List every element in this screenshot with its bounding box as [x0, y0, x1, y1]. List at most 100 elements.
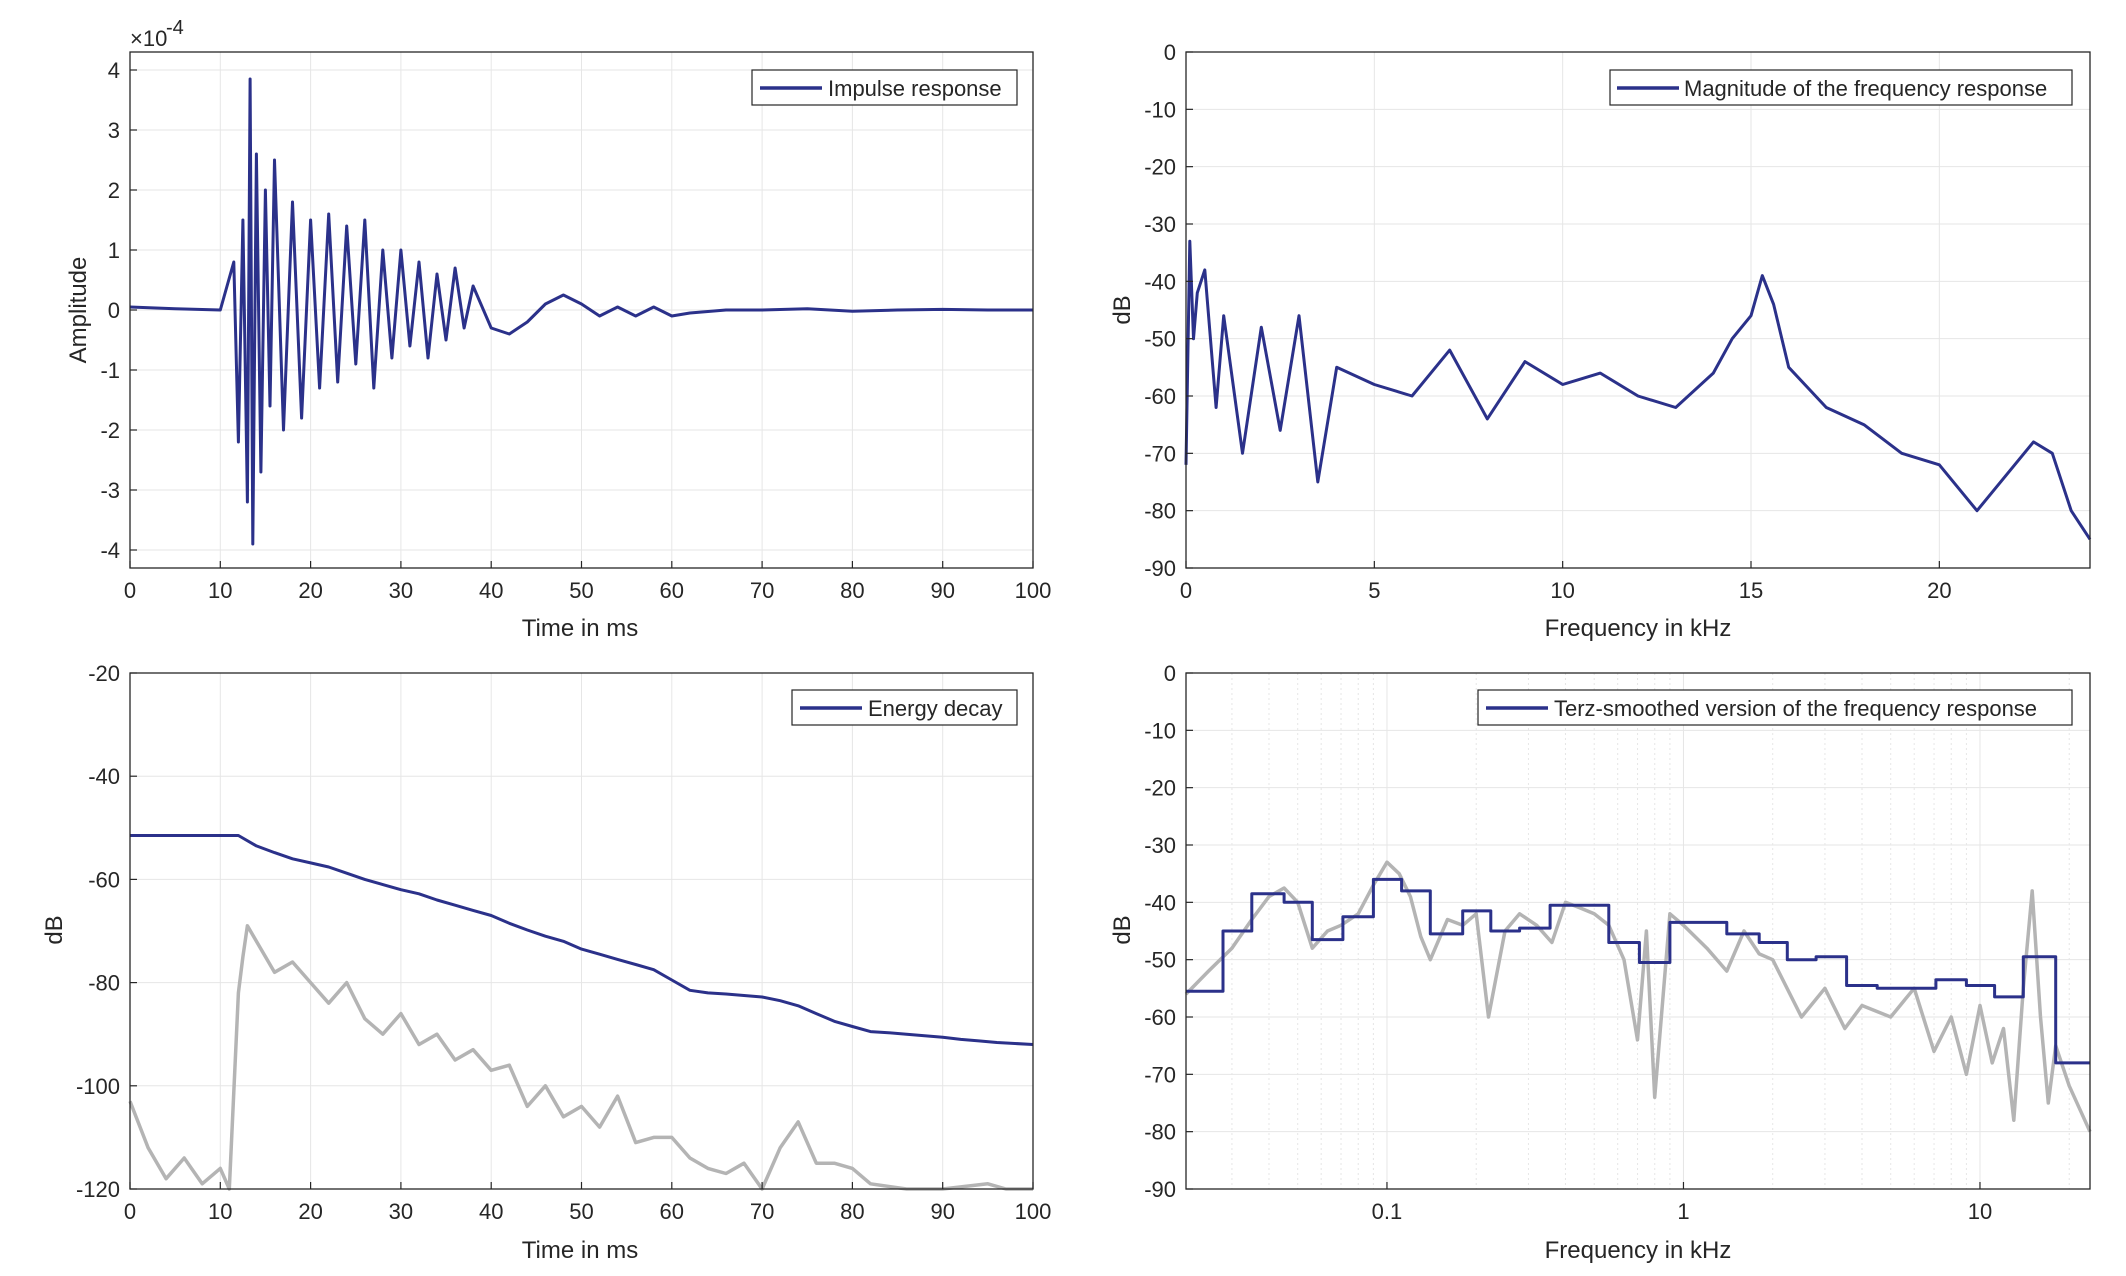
impulse-response-panel: 0 10 20 30 40 50 60 70 80 90 100 -4 -3 -2 -1 0 1 2 3 4 Time…	[65, 17, 1051, 642]
energy-y-tick-label: -100	[76, 1074, 120, 1099]
impulse-xlabel: Time in ms	[522, 615, 638, 642]
energy-xlabel: Time in ms	[522, 1237, 638, 1264]
impulse-x-tick-label: 50	[569, 578, 593, 603]
impulse-x-tick-label: 20	[298, 578, 322, 603]
magnitude-x-tick-label: 20	[1927, 578, 1951, 603]
terz-y-tick-label: 0	[1164, 661, 1176, 686]
energy-y-tick-label: -120	[76, 1177, 120, 1202]
terz-y-tick-label: -90	[1144, 1177, 1176, 1202]
impulse-x-tick-label: 30	[389, 578, 413, 603]
impulse-y-tick-label: -2	[100, 418, 120, 443]
terz-x-tick-label: 1	[1677, 1199, 1689, 1224]
impulse-y-tick-label: -3	[100, 478, 120, 503]
impulse-x-tick-label: 40	[479, 578, 503, 603]
magnitude-axes-box	[1185, 51, 2091, 569]
impulse-y-tick-label: 3	[108, 118, 120, 143]
energy-legend: Energy decay	[791, 689, 1018, 726]
energy-x-tick-label: 10	[208, 1199, 232, 1224]
impulse-y-tick-label: -4	[100, 538, 120, 563]
terz-series-line	[1186, 877, 2090, 1065]
magnitude-plot-area	[1186, 52, 2090, 568]
magnitude-x-tick-label: 0	[1180, 578, 1192, 603]
magnitude-ylabel: dB	[1109, 295, 1136, 324]
impulse-series-line	[129, 77, 1033, 546]
magnitude-x-tick-label: 5	[1368, 578, 1380, 603]
magnitude-y-tick-label: -60	[1144, 384, 1176, 409]
impulse-y-tick-label: 4	[108, 58, 120, 83]
energy-y-tick-label: -40	[88, 764, 120, 789]
magnitude-y-tick-label: -70	[1144, 441, 1176, 466]
terz-y-tick-label: -30	[1144, 833, 1176, 858]
energy-x-tick-label: 90	[930, 1199, 954, 1224]
impulse-legend-label: Impulse response	[828, 76, 1002, 101]
magnitude-y-tick-label: -90	[1144, 556, 1176, 581]
impulse-ylabel: Amplitude	[65, 257, 92, 364]
terz-plot-area	[1186, 673, 2090, 1189]
impulse-x-tick-label: 90	[930, 578, 954, 603]
magnitude-panel: 0 5 10 15 20 0 -10 -20 -30 -40 -50 -60 -70 -80 -90 Fre…	[1109, 40, 2092, 642]
terz-y-tick-label: -40	[1144, 890, 1176, 915]
terz-x-tick-label: 0.1	[1372, 1199, 1403, 1224]
energy-decay-panel: 0 10 20 30 40 50 60 70 80 90 100 -20 -40 -60 -80 -100 -1…	[41, 661, 1051, 1264]
terz-y-tick-label: -50	[1144, 948, 1176, 973]
impulse-x-tick-label: 0	[124, 578, 136, 603]
impulse-x-tick-label: 70	[750, 578, 774, 603]
terz-y-tick-label: -20	[1144, 776, 1176, 801]
terz-x-tick-label: 10	[1968, 1199, 1992, 1224]
energy-reference-line	[128, 924, 1033, 1191]
energy-y-tick-label: -80	[88, 971, 120, 996]
magnitude-legend: Magnitude of the frequency response	[1609, 69, 2073, 106]
magnitude-x-tick-label: 10	[1550, 578, 1574, 603]
energy-x-tick-label: 30	[389, 1199, 413, 1224]
impulse-y-tick-label: 0	[108, 298, 120, 323]
impulse-x-tick-label: 10	[208, 578, 232, 603]
terz-ylabel: dB	[1109, 915, 1136, 944]
terz-legend: Terz-smoothed version of the frequency r…	[1477, 689, 2073, 726]
terz-y-tick-label: -80	[1144, 1120, 1176, 1145]
magnitude-xlabel: Frequency in kHz	[1545, 615, 1732, 642]
magnitude-y-tick-label: -10	[1144, 97, 1176, 122]
energy-x-tick-label: 20	[298, 1199, 322, 1224]
magnitude-y-tick-label: -80	[1144, 499, 1176, 524]
energy-x-tick-label: 50	[569, 1199, 593, 1224]
terz-xlabel: Frequency in kHz	[1545, 1237, 1732, 1264]
impulse-exponent-label: ×10	[130, 26, 167, 51]
impulse-y-tick-label: 1	[108, 238, 120, 263]
magnitude-series-line	[1184, 239, 2092, 541]
impulse-y-tick-label: 2	[108, 178, 120, 203]
energy-x-tick-label: 60	[660, 1199, 684, 1224]
magnitude-y-tick-label: 0	[1164, 40, 1176, 65]
magnitude-legend-box	[1609, 69, 2073, 106]
energy-x-tick-label: 70	[750, 1199, 774, 1224]
impulse-legend: Impulse response	[751, 69, 1018, 106]
magnitude-y-tick-label: -30	[1144, 212, 1176, 237]
energy-y-tick-label: -60	[88, 867, 120, 892]
energy-x-tick-label: 100	[1015, 1199, 1052, 1224]
energy-legend-label: Energy decay	[868, 696, 1003, 721]
magnitude-y-tick-label: -20	[1144, 155, 1176, 180]
energy-x-tick-label: 80	[840, 1199, 864, 1224]
impulse-x-tick-label: 100	[1015, 578, 1052, 603]
terz-y-tick-label: -60	[1144, 1005, 1176, 1030]
energy-series-line	[130, 834, 1034, 1046]
terz-axes-box	[1185, 672, 2091, 1190]
magnitude-y-tick-label: -40	[1144, 269, 1176, 294]
energy-y-tick-label: -20	[88, 661, 120, 686]
energy-ylabel: dB	[41, 915, 68, 944]
magnitude-legend-label: Magnitude of the frequency response	[1684, 76, 2047, 101]
magnitude-y-tick-label: -50	[1144, 327, 1176, 352]
terz-smoothed-panel: 0.1 1 10 0 -10 -20 -30 -40 -50 -60 -70 -80 -90 Frequ…	[1109, 661, 2092, 1264]
energy-x-tick-label: 0	[124, 1199, 136, 1224]
impulse-x-tick-label: 80	[840, 578, 864, 603]
energy-x-tick-label: 40	[479, 1199, 503, 1224]
magnitude-x-tick-label: 15	[1739, 578, 1763, 603]
impulse-exponent-power: -4	[166, 17, 184, 39]
terz-legend-label: Terz-smoothed version of the frequency r…	[1554, 696, 2037, 721]
impulse-legend-box	[751, 69, 1018, 106]
terz-y-tick-label: -70	[1144, 1062, 1176, 1087]
impulse-x-tick-label: 60	[660, 578, 684, 603]
terz-legend-box	[1477, 689, 2073, 726]
impulse-y-tick-label: -1	[100, 358, 120, 383]
terz-y-tick-label: -10	[1144, 718, 1176, 743]
